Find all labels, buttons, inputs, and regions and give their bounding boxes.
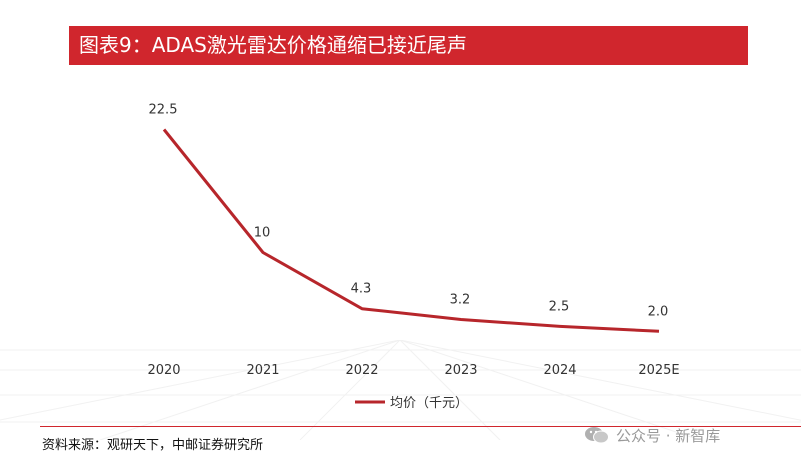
x-tick-label: 2021 bbox=[246, 363, 279, 378]
chart-title: 图表9：ADAS激光雷达价格通缩已接近尾声 bbox=[69, 26, 748, 65]
x-tick-label: 2023 bbox=[444, 363, 477, 378]
legend-label: 均价（千元） bbox=[390, 396, 468, 411]
wechat-icon bbox=[585, 427, 609, 444]
data-label-2020: 22.5 bbox=[149, 102, 178, 117]
x-tick-label: 2024 bbox=[543, 363, 576, 378]
watermark: 公众号 · 新智库 bbox=[584, 424, 720, 446]
data-label-2025E: 2.0 bbox=[648, 304, 669, 319]
x-tick-label: 2022 bbox=[345, 363, 378, 378]
x-tick-label: 2025E bbox=[638, 363, 679, 378]
legend: 均价（千元） bbox=[355, 396, 468, 411]
background-grid bbox=[0, 340, 801, 440]
series-line bbox=[162, 128, 660, 333]
data-label-2023: 3.2 bbox=[450, 292, 471, 307]
watermark-text: 公众号 · 新智库 bbox=[616, 426, 721, 445]
data-label-2024: 2.5 bbox=[549, 299, 570, 314]
source-note: 资料来源：观研天下，中邮证券研究所 bbox=[42, 438, 264, 453]
x-tick-label: 2020 bbox=[147, 363, 180, 378]
footer-divider bbox=[40, 426, 801, 427]
data-label-2022: 4.3 bbox=[351, 282, 372, 297]
data-label-2021: 10 bbox=[254, 226, 271, 241]
